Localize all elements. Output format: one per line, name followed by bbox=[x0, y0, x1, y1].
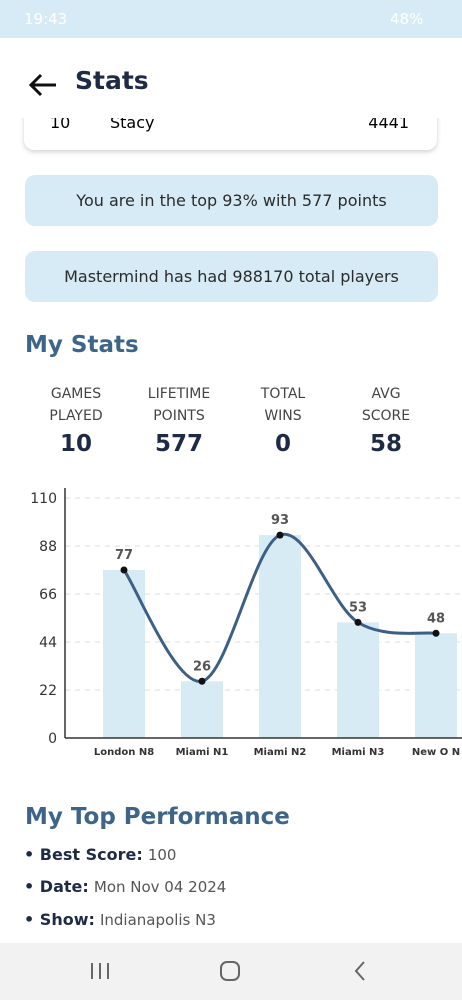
page-title: Stats bbox=[75, 66, 149, 95]
rank-banner: You are in the top 93% with 577 points bbox=[25, 175, 438, 226]
x-tick-label: London N8 bbox=[94, 747, 154, 758]
stat-label: AVG bbox=[371, 386, 401, 402]
battery: 48% bbox=[390, 10, 424, 28]
stat-label: WINS bbox=[264, 408, 302, 424]
bar bbox=[337, 622, 379, 738]
bar bbox=[415, 633, 457, 738]
stat-label: PLAYED bbox=[49, 408, 103, 424]
data-label: 93 bbox=[271, 513, 289, 528]
x-tick-label: Miami N1 bbox=[176, 747, 229, 758]
back-nav-button[interactable] bbox=[354, 961, 365, 981]
home-button[interactable] bbox=[220, 961, 240, 981]
stat-label: SCORE bbox=[361, 408, 411, 424]
y-tick-label: 110 bbox=[30, 491, 57, 507]
bullet: • bbox=[24, 910, 40, 929]
chart: 0 22 44 66 88 110 London N8 Miami N1 Miami N2 Mia… bbox=[30, 488, 462, 758]
section-title: My Stats bbox=[25, 332, 139, 358]
section-title: My Top Performance bbox=[25, 804, 290, 830]
data-label: 77 bbox=[115, 548, 133, 563]
bar bbox=[181, 681, 223, 738]
stat-value: 58 bbox=[369, 431, 402, 457]
performance-item: • Best Score: 100 bbox=[24, 845, 176, 864]
point bbox=[354, 618, 362, 626]
item-label: Date: bbox=[39, 877, 89, 896]
item-value: Mon Nov 04 2024 bbox=[93, 878, 227, 896]
data-label: 53 bbox=[349, 600, 367, 615]
stat: AVG SCORE 58 bbox=[331, 383, 441, 457]
y-tick-label: 66 bbox=[39, 587, 57, 603]
point bbox=[120, 566, 128, 574]
performance-item: • Date: Mon Nov 04 2024 bbox=[24, 877, 226, 896]
players-banner: Mastermind has had 988170 total players bbox=[25, 251, 438, 302]
x-tick-label: New O N bbox=[412, 747, 460, 758]
line bbox=[122, 532, 437, 683]
item-value: Indianapolis N3 bbox=[99, 911, 216, 929]
x-tick-label: Miami N2 bbox=[254, 747, 307, 758]
stat-value: 0 bbox=[274, 431, 291, 457]
bullet: • bbox=[24, 877, 40, 896]
y-tick-label: 0 bbox=[48, 731, 57, 747]
stat: TOTAL WINS 0 bbox=[228, 383, 338, 457]
nav-bar bbox=[0, 943, 462, 1000]
stat-value: 10 bbox=[59, 431, 92, 457]
stat: LIFETIME POINTS 577 bbox=[124, 383, 234, 457]
stat: GAMES PLAYED 10 bbox=[21, 383, 131, 457]
stat-label: LIFETIME bbox=[147, 386, 211, 402]
bar bbox=[259, 535, 301, 738]
item-label: Best Score: bbox=[39, 845, 143, 864]
bullet: • bbox=[24, 845, 40, 864]
recents-button[interactable] bbox=[91, 963, 109, 979]
y-tick-label: 22 bbox=[39, 683, 57, 699]
x-tick-label: Miami N3 bbox=[332, 747, 385, 758]
data-label: 26 bbox=[193, 659, 211, 674]
back-button[interactable] bbox=[28, 72, 58, 98]
stat-label: TOTAL bbox=[260, 386, 306, 402]
performance-item: • Show: Indianapolis N3 bbox=[24, 910, 216, 929]
stat-label: POINTS bbox=[153, 408, 205, 424]
time: 19:43 bbox=[24, 10, 68, 28]
item-value: 100 bbox=[147, 846, 177, 864]
point bbox=[432, 629, 440, 637]
y-tick-label: 44 bbox=[39, 635, 57, 651]
point bbox=[198, 677, 206, 685]
point bbox=[276, 531, 284, 539]
item-label: Show: bbox=[39, 910, 95, 929]
status-bar: 19:43 48% bbox=[0, 0, 462, 38]
app-header: Stats bbox=[0, 38, 462, 118]
y-tick-label: 88 bbox=[39, 539, 57, 555]
stat-value: 577 bbox=[154, 431, 203, 457]
stat-label: GAMES bbox=[50, 386, 102, 402]
nav-icons bbox=[91, 961, 365, 981]
data-label: 48 bbox=[427, 611, 445, 626]
